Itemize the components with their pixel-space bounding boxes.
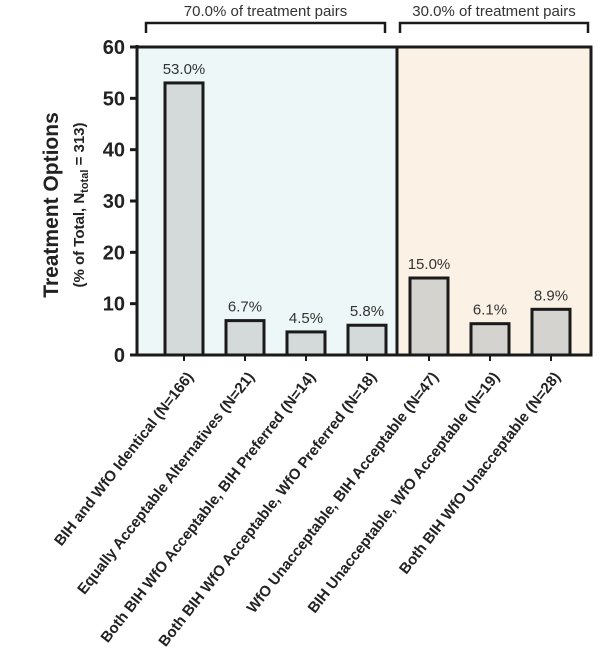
data-label-5: 6.1% bbox=[473, 302, 507, 319]
y-tick-label-0: 0 bbox=[114, 345, 125, 367]
bar-5 bbox=[469, 322, 511, 357]
bar-2 bbox=[285, 330, 327, 357]
group-bracket-1 bbox=[398, 21, 590, 33]
bar-0 bbox=[163, 81, 205, 357]
y-tick-label-5: 50 bbox=[103, 88, 125, 110]
y-tick-label-2: 20 bbox=[103, 242, 125, 264]
data-label-6: 8.9% bbox=[534, 287, 568, 304]
group-bracket-0 bbox=[144, 21, 387, 33]
data-label-1: 6.7% bbox=[228, 299, 262, 316]
data-label-3: 5.8% bbox=[350, 303, 384, 320]
y-axis-title: Treatment Options bbox=[40, 112, 63, 298]
y-tick-label-3: 30 bbox=[103, 191, 125, 213]
data-label-2: 4.5% bbox=[289, 310, 323, 327]
bar-3 bbox=[346, 323, 388, 357]
bar-4 bbox=[408, 276, 450, 357]
data-label-4: 15.0% bbox=[408, 256, 451, 273]
y-tick-label-1: 10 bbox=[103, 294, 125, 316]
group-label-0: 70.0% of treatment pairs bbox=[184, 3, 347, 20]
bar-1 bbox=[224, 319, 266, 357]
y-tick-label-6: 60 bbox=[103, 37, 125, 59]
y-axis-subtitle: (% of Total, Ntotal = 313) bbox=[71, 122, 91, 287]
category-label-2: Both BIH WfO Acceptable, BIH Preferred (… bbox=[97, 369, 319, 646]
category-label-3: Both BIH WfO Acceptable, WfO Preferred (… bbox=[155, 369, 380, 650]
y-tick-label-4: 40 bbox=[103, 140, 125, 162]
bar-6 bbox=[530, 307, 572, 357]
group-label-1: 30.0% of treatment pairs bbox=[412, 3, 575, 20]
data-label-0: 53.0% bbox=[163, 61, 206, 78]
